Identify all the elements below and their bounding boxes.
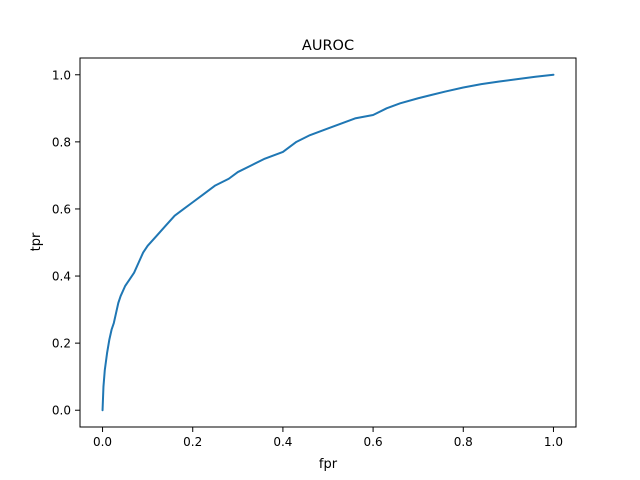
x-tick-label: 0.4	[273, 435, 292, 449]
plot-area	[101, 73, 555, 412]
x-tick-label: 1.0	[544, 435, 563, 449]
y-tick-label: 0.0	[52, 404, 71, 418]
x-tick-label: 0.6	[364, 435, 383, 449]
x-axis: 0.0 0.2 0.4 0.6 0.8 1.0	[93, 427, 563, 449]
chart-title: AUROC	[302, 38, 354, 54]
x-axis-label: fpr	[319, 457, 338, 472]
y-axis: 0.0 0.2 0.4 0.6 0.8 1.0	[52, 68, 80, 418]
roc-curve	[101, 73, 555, 412]
axes-frame	[79, 57, 577, 428]
y-tick-label: 0.4	[52, 270, 71, 284]
y-tick-label: 1.0	[52, 68, 71, 82]
y-tick-label: 0.2	[52, 337, 71, 351]
x-tick-label: 0.0	[93, 435, 112, 449]
y-tick-label: 0.6	[52, 202, 71, 216]
y-axis-label: tpr	[29, 232, 44, 251]
x-tick-label: 0.8	[454, 435, 473, 449]
x-tick-label: 0.2	[183, 435, 202, 449]
y-tick-label: 0.8	[52, 135, 71, 149]
